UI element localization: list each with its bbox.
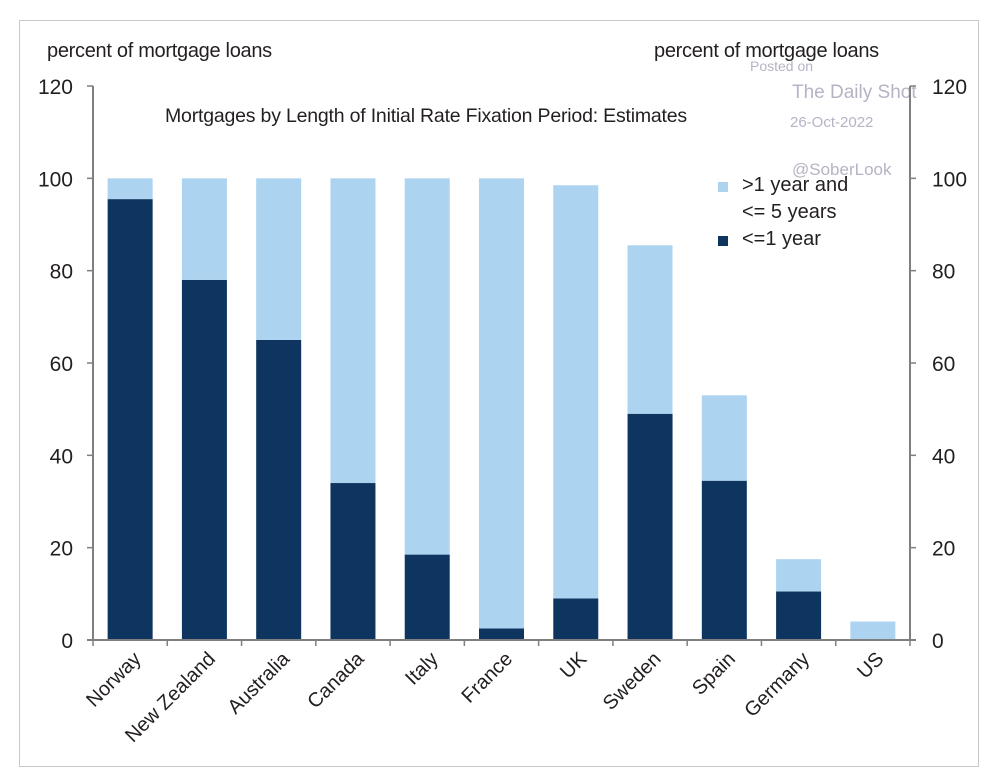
category-label: Germany — [740, 648, 814, 722]
y-tick-label-left: 60 — [50, 353, 73, 376]
bar-segment-short-term — [330, 483, 376, 640]
category-label: Australia — [224, 647, 295, 718]
legend-item-medium-term: >1 year and <= 5 years — [716, 172, 848, 226]
bar-segment-short-term — [404, 554, 450, 640]
bar-segment-medium-term — [107, 178, 153, 200]
category-label: Spain — [688, 648, 740, 700]
legend-label-medium-term-line2: <= 5 years — [742, 201, 837, 223]
bar-segment-short-term — [181, 279, 227, 640]
y-tick-label-right: 100 — [932, 168, 967, 191]
category-label: UK — [556, 648, 592, 684]
bar-segment-short-term — [776, 591, 822, 640]
y-tick-label-right: 40 — [932, 445, 955, 468]
legend-label-medium-term: >1 year and — [742, 174, 849, 196]
legend-swatch-light-icon — [718, 182, 728, 192]
bar-segment-medium-term — [627, 245, 673, 414]
bar-segment-short-term — [627, 413, 673, 640]
y-tick-label-right: 0 — [932, 630, 944, 653]
bar-segment-medium-term — [330, 178, 376, 484]
y-tick-label-right: 120 — [932, 76, 967, 99]
watermark-posted-on: Posted on — [750, 58, 814, 74]
category-label: US — [853, 648, 888, 683]
category-label: Italy — [401, 648, 442, 689]
category-label: Norway — [82, 648, 145, 711]
y-tick-label-right: 80 — [932, 261, 955, 284]
bar-segment-medium-term — [479, 178, 524, 629]
y-tick-label-right: 20 — [932, 538, 955, 561]
bar-segment-short-term — [553, 598, 599, 640]
bar-segment-medium-term — [776, 559, 822, 592]
watermark-handle: @SoberLook — [792, 160, 892, 179]
watermark-date: 26-Oct-2022 — [790, 114, 874, 131]
y-tick-label-left: 120 — [38, 76, 73, 99]
legend-label-short-term: <=1 year — [742, 228, 821, 250]
bar-segment-medium-term — [404, 178, 450, 555]
right-axis-title: percent of mortgage loans — [654, 40, 879, 62]
left-axis-title: percent of mortgage loans — [47, 40, 272, 62]
bar-segment-short-term — [479, 628, 524, 640]
bars-group — [107, 178, 896, 640]
y-tick-label-left: 0 — [61, 630, 73, 653]
y-tick-label-left: 40 — [50, 445, 73, 468]
y-tick-label-left: 100 — [38, 168, 73, 191]
y-tick-label-left: 80 — [50, 261, 73, 284]
tick-labels-group: 0 0 20 20 40 40 60 60 80 80 100 100 120 120 — [38, 76, 967, 653]
legend-swatch-dark-icon — [718, 236, 728, 246]
bar-segment-medium-term — [553, 185, 599, 599]
bar-segment-medium-term — [850, 621, 896, 640]
y-tick-label-right: 60 — [932, 353, 955, 376]
bar-segment-medium-term — [256, 178, 302, 340]
legend-item-short-term: <=1 year — [716, 226, 848, 253]
bar-segment-medium-term — [701, 395, 747, 481]
legend: >1 year and <= 5 years <=1 year — [716, 172, 848, 253]
category-label: Canada — [303, 647, 369, 713]
y-tick-label-left: 20 — [50, 538, 73, 561]
chart-title: Mortgages by Length of Initial Rate Fixa… — [165, 105, 687, 127]
axes-group — [87, 85, 916, 646]
bar-segment-short-term — [701, 480, 747, 640]
category-label: France — [457, 648, 517, 708]
category-label: Sweden — [599, 648, 666, 715]
watermark-source: The Daily Shot — [792, 82, 917, 103]
bar-segment-medium-term — [181, 178, 227, 280]
bar-segment-short-term — [256, 339, 302, 640]
bar-segment-short-term — [107, 199, 153, 640]
